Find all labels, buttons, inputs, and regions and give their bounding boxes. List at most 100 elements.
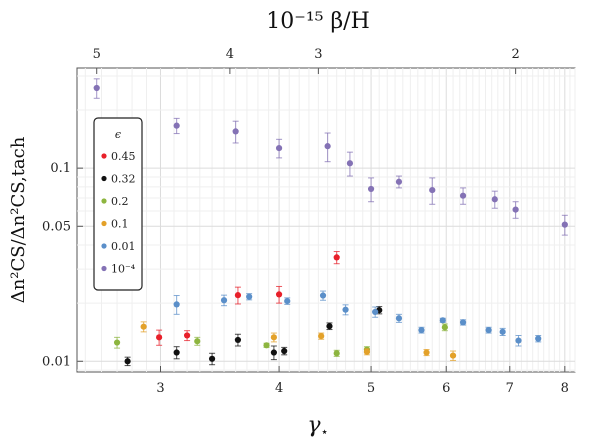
point-marker [499, 328, 506, 335]
data-point [113, 336, 121, 349]
point-marker [194, 338, 201, 345]
point-marker [326, 323, 333, 330]
legend-label: 0.45 [111, 150, 136, 163]
point-marker [395, 178, 403, 185]
data-point [395, 313, 403, 323]
point-marker [173, 349, 180, 356]
data-point [234, 286, 242, 305]
data-point [270, 332, 277, 343]
data-point [173, 346, 180, 360]
point-marker [263, 342, 270, 349]
point-marker [441, 324, 448, 331]
x-axis-title: γ⋆ [307, 413, 328, 440]
data-point [281, 346, 288, 356]
data-point [173, 295, 180, 315]
plot-area: 3 4 5 6 7 8 0.01 0.05 0.1 5 4 3 2 [42, 47, 576, 396]
x-axis-title-subscript: ⋆ [321, 425, 329, 440]
point-marker [333, 350, 340, 357]
data-point [499, 327, 506, 336]
point-marker [324, 143, 331, 150]
data-point [333, 251, 340, 265]
point-marker [342, 306, 349, 313]
point-marker [418, 327, 425, 334]
data-point [449, 350, 457, 361]
y-tick-label: 0.01 [42, 354, 71, 369]
data-point [173, 117, 180, 135]
point-marker [140, 323, 147, 330]
point-marker [459, 192, 467, 199]
data-point [232, 120, 239, 144]
point-marker [429, 186, 436, 194]
data-point [429, 177, 436, 205]
legend-marker [101, 220, 107, 227]
x-tick-label: 3 [156, 381, 164, 396]
point-marker [515, 337, 522, 344]
point-marker [333, 254, 340, 261]
data-point [372, 306, 379, 318]
point-marker [491, 196, 498, 203]
data-point [124, 356, 131, 367]
point-marker [270, 349, 277, 356]
point-marker [173, 122, 180, 129]
data-point [270, 345, 277, 361]
x-tick-label: 8 [561, 381, 569, 396]
data-point [346, 151, 354, 177]
point-marker [220, 297, 228, 304]
axis-ticks: 3 4 5 6 7 8 0.01 0.05 0.1 5 4 3 2 [42, 47, 569, 396]
data-point [194, 336, 201, 346]
point-marker [232, 128, 239, 135]
point-marker [439, 317, 446, 324]
point-marker [173, 301, 180, 308]
data-point [561, 214, 568, 236]
point-marker [246, 293, 253, 300]
data-point [275, 285, 283, 304]
top-tick-label: 5 [93, 47, 101, 62]
point-marker [319, 292, 327, 299]
data-point [423, 349, 430, 357]
plot-frame [76, 67, 576, 373]
data-point [140, 321, 147, 333]
data-point [208, 352, 216, 366]
top-tick-label: 2 [511, 47, 519, 62]
data-point [342, 304, 349, 316]
data-point [512, 201, 519, 219]
data-point [284, 297, 291, 305]
point-marker [512, 206, 519, 213]
point-marker [449, 352, 457, 359]
svg-text:γ⋆: γ⋆ [307, 413, 328, 440]
legend-marker [101, 198, 107, 204]
data-point [318, 332, 325, 340]
legend-marker [101, 175, 107, 182]
data-point [367, 177, 375, 203]
data-point [363, 348, 371, 356]
data-point [324, 132, 331, 163]
point-marker [275, 144, 283, 152]
point-marker [363, 348, 371, 355]
legend-label: 0.2 [111, 195, 129, 208]
grid [77, 68, 576, 372]
data-point [246, 293, 253, 301]
data-point [234, 333, 242, 347]
point-marker [156, 334, 163, 341]
data-point [275, 138, 283, 159]
data-point [485, 326, 492, 334]
data-point [333, 349, 340, 357]
point-marker [208, 355, 216, 362]
legend-title: ϵ [115, 128, 121, 141]
top-tick-label: 4 [226, 47, 234, 62]
legend-label: 0.32 [111, 173, 136, 186]
point-marker [234, 336, 242, 344]
point-marker [346, 160, 354, 167]
data-points [93, 78, 568, 367]
x-axis-title-symbol: γ [307, 413, 321, 438]
data-point [319, 290, 327, 301]
y-tick-label: 0.05 [42, 219, 71, 234]
data-point [439, 317, 446, 324]
data-point [418, 326, 425, 334]
data-point [156, 329, 163, 346]
point-marker [423, 349, 430, 356]
data-point [441, 323, 448, 332]
point-marker [561, 221, 568, 228]
x-tick-label: 4 [275, 381, 283, 396]
